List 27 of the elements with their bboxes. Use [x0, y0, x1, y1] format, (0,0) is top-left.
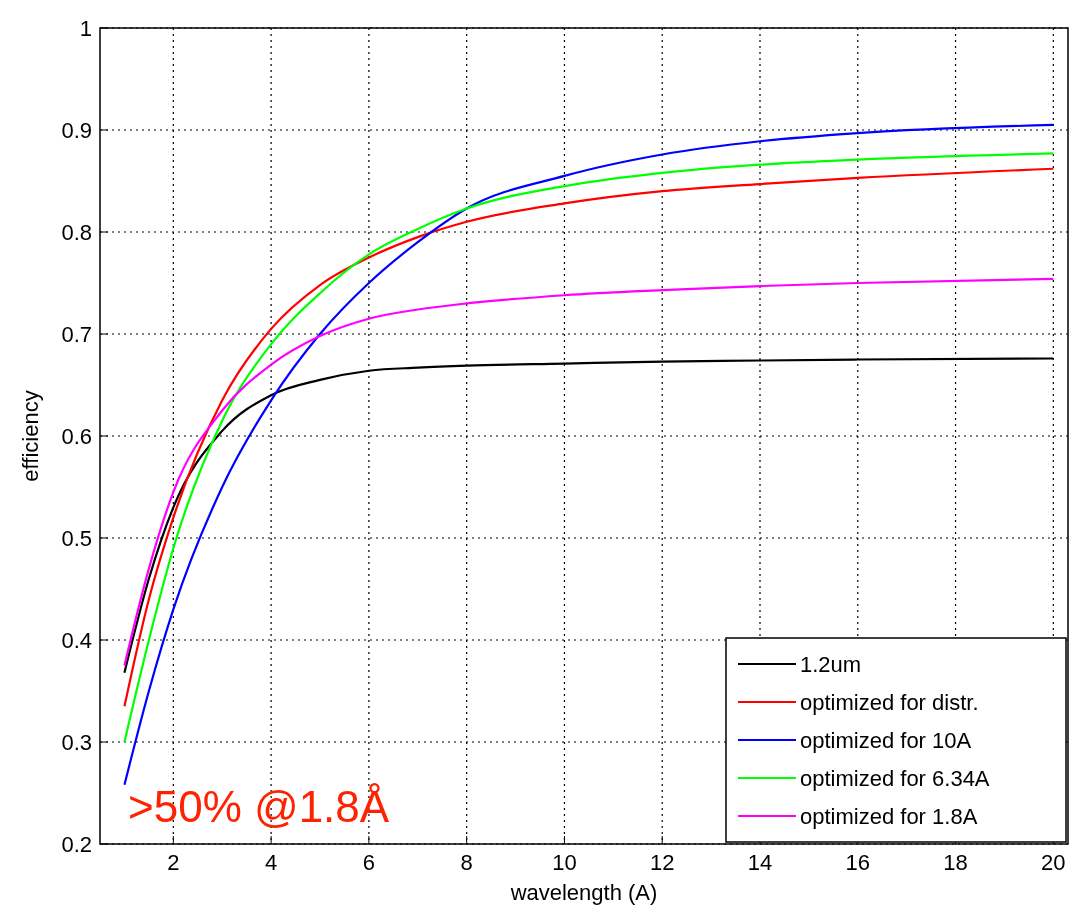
y-tick-label: 0.5 [61, 526, 92, 551]
x-tick-label: 2 [167, 850, 180, 875]
y-tick-label: 0.4 [61, 628, 92, 653]
x-tick-label: 4 [264, 850, 278, 875]
legend-label: optimized for 1.8A [800, 804, 978, 829]
annotation: >50% @1.8Å [128, 782, 390, 831]
x-axis-title: wavelength (A) [509, 880, 658, 905]
x-tick-label: 16 [845, 850, 871, 875]
x-tick-label: 10 [552, 850, 577, 875]
y-tick-label: 0.7 [61, 322, 92, 347]
legend-label: optimized for distr. [800, 690, 979, 715]
x-tick-label: 8 [460, 850, 473, 875]
y-tick-label: 0.8 [61, 220, 92, 245]
x-tick-label: 14 [747, 850, 773, 875]
x-tick-label: 20 [1041, 850, 1066, 875]
y-tick-label: 1 [79, 16, 92, 41]
legend-label: optimized for 6.34A [800, 766, 990, 791]
x-tick-label: 18 [943, 850, 968, 875]
legend-label: optimized for 10A [800, 728, 972, 753]
y-tick-label: 0.6 [61, 424, 92, 449]
legend-label: 1.2um [800, 652, 862, 677]
y-axis-title: efficiency [18, 390, 43, 482]
y-tick-label: 0.9 [61, 118, 92, 143]
x-tick-label: 12 [649, 850, 675, 875]
y-tick-label: 0.2 [61, 832, 92, 857]
x-tick-label: 6 [362, 850, 376, 875]
y-tick-label: 0.3 [61, 730, 92, 755]
